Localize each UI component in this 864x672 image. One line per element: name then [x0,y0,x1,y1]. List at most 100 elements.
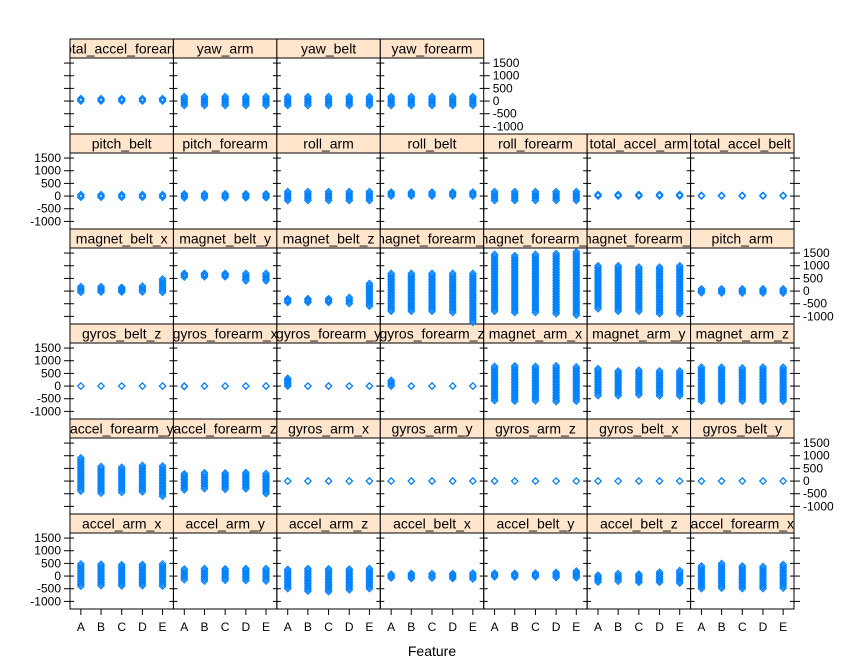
data-point [180,98,189,107]
points-yaw_belt-C [324,92,333,110]
points-roll_arm-A [283,187,292,205]
data-point [738,397,747,406]
data-point [345,477,354,485]
x-tick-label: D [138,620,147,634]
data-point [283,380,292,389]
data-point [490,393,499,402]
data-point [572,308,581,316]
data-point [468,189,477,198]
data-point [138,286,147,295]
data-point [158,579,167,587]
data-point [614,307,623,316]
data-point [180,572,189,581]
points-accel_forearm_x-B [717,559,726,593]
data-point [634,387,643,396]
data-point [697,392,706,401]
data-point [448,382,457,390]
data-point [614,477,623,485]
data-point [117,190,126,199]
y-tick-label: 1500 [803,246,830,260]
data-point [675,392,684,400]
data-point [407,97,416,105]
data-point [594,387,602,395]
data-point [345,382,354,391]
data-point [76,94,85,103]
x-tick-label: A [697,620,705,634]
points-total_accel_belt-D [759,191,767,200]
points-magnet_arm_z-D [759,363,767,406]
data-point [759,394,767,403]
points-accel_belt_x-E [468,569,477,584]
points-pitch_arm-C [738,284,747,298]
data-point [468,190,477,199]
data-point [76,285,85,294]
data-point [283,580,292,589]
data-point [262,272,270,281]
points-gyros_belt_x-B [614,477,623,485]
data-point [262,275,270,284]
data-point [407,100,416,109]
y-tick-label: 500 [41,366,61,380]
strip-label-magnet_belt_z: magnet_belt_z [283,231,375,247]
strip-label-accel_belt_z: accel_belt_z [600,516,678,532]
y-tick-label: -500 [37,392,61,406]
data-point [303,101,312,110]
data-point [614,302,623,311]
data-point [262,277,270,285]
points-magnet_forearm_x-D [448,269,457,317]
data-point [387,477,396,485]
data-point [717,392,726,401]
x-tick-label: A [387,620,395,634]
data-point [158,286,167,295]
data-point [675,576,684,584]
points-accel_belt_y-E [572,567,581,582]
data-point [262,382,270,391]
points-gyros_arm_y-D [448,477,457,486]
points-yaw_forearm-B [407,92,416,110]
panel-accel_belt_y: accel_belt_y [483,513,588,610]
panel-accel_arm_y: accel_arm_y [172,513,278,610]
data-point [468,100,477,109]
data-point [717,287,726,296]
data-point [759,583,767,592]
data-point [531,477,540,485]
data-point [779,392,788,401]
x-tick-label: D [759,620,768,634]
data-point [594,303,602,312]
data-point [759,584,767,593]
x-tick-label: C [635,620,644,634]
data-point [138,283,147,292]
points-gyros_belt_y-B [717,477,726,485]
data-point [345,97,354,105]
data-point [345,100,354,109]
strip-label-accel_arm_y: accel_arm_y [185,516,264,532]
strip-label-total_accel_arm: total_accel_arm [589,136,688,152]
y-tick-label: 500 [803,271,823,285]
data-point [572,394,581,403]
points-roll_belt-A [387,188,396,200]
data-point [365,97,374,105]
data-point [324,382,333,390]
data-point [552,196,561,205]
panel-total_accel_arm: total_accel_arm [586,133,692,230]
data-point [468,477,477,485]
data-point [158,94,167,103]
points-accel_belt_z-A [594,571,602,587]
data-point [531,196,540,205]
points-gyros_arm_x-C [324,477,333,486]
x-tick-label: D [552,620,561,634]
data-point [283,195,292,204]
data-point [283,583,292,592]
points-magnet_forearm_x-B [407,269,416,316]
data-point [117,95,126,104]
data-point [138,578,147,587]
data-point [510,477,519,485]
data-point [138,581,147,590]
points-gyros_forearm_x-E [262,382,270,391]
data-point [241,97,250,105]
data-point [738,580,747,589]
data-point [468,188,477,196]
data-point [345,299,354,308]
data-point [510,192,519,200]
data-point [158,382,167,390]
